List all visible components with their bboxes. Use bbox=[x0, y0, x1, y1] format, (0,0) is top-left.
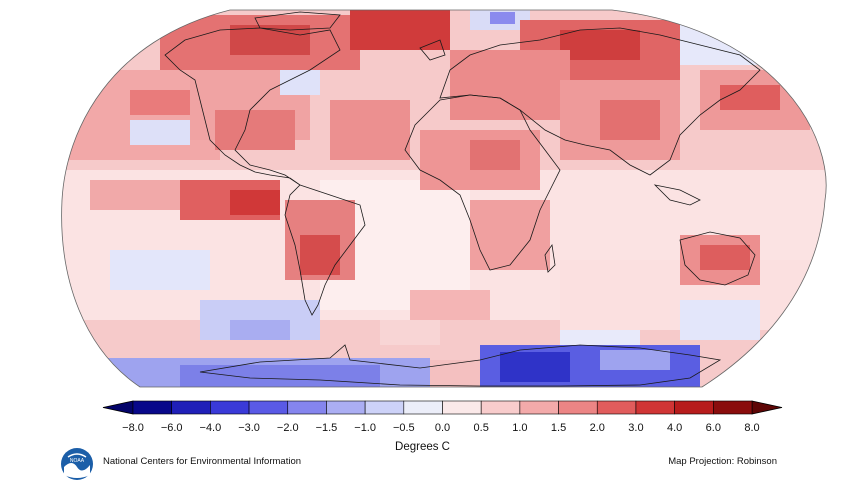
globe-outline bbox=[61, 9, 827, 388]
colorbar-arrow-high bbox=[751, 400, 783, 415]
colorbar-tick-label: −0.5 bbox=[392, 422, 415, 434]
credit-text: National Centers for Environmental Infor… bbox=[103, 456, 302, 467]
colorbar-tick-label: −4.0 bbox=[199, 422, 222, 434]
colorbar-swatch bbox=[248, 400, 289, 415]
colorbar-swatch bbox=[171, 400, 211, 415]
colorbar-tick-label: 4.0 bbox=[666, 422, 683, 434]
colorbar-tick-label: −8.0 bbox=[122, 422, 144, 434]
colorbar-tick-label: 3.0 bbox=[628, 422, 644, 434]
colorbar-tick-label: 0.0 bbox=[434, 422, 451, 434]
colorbar-tick-label: 6.0 bbox=[705, 422, 721, 434]
colorbar-swatch bbox=[287, 400, 327, 415]
colorbar-swatch bbox=[635, 400, 675, 415]
colorbar-tick-label: −3.0 bbox=[238, 422, 260, 434]
colorbar-tick-label: 1.0 bbox=[512, 422, 528, 434]
colorbar-swatch bbox=[519, 400, 559, 415]
colorbar-swatch bbox=[364, 400, 405, 415]
colorbar bbox=[102, 400, 783, 415]
colorbar-tick-label: −1.0 bbox=[354, 422, 376, 434]
colorbar-tick-label: −1.5 bbox=[315, 422, 338, 434]
colorbar-tick-label: −2.0 bbox=[276, 422, 299, 434]
colorbar-swatch bbox=[480, 400, 521, 415]
colorbar-swatch bbox=[326, 400, 366, 415]
colorbar-swatch bbox=[210, 400, 250, 415]
colorbar-tick-label: 8.0 bbox=[744, 422, 760, 434]
colorbar-arrow-low bbox=[102, 400, 134, 415]
colorbar-swatch bbox=[558, 400, 598, 415]
colorbar-tick-label: 0.5 bbox=[473, 422, 489, 434]
colorbar-swatch bbox=[132, 400, 172, 415]
colorbar-tick-label: 1.5 bbox=[550, 422, 567, 434]
colorbar-swatch bbox=[596, 400, 637, 415]
colorbar-swatch bbox=[403, 400, 443, 415]
colorbar-tick-label: 2.0 bbox=[589, 422, 605, 434]
colorbar-swatch bbox=[713, 400, 753, 415]
noaa-logo-icon: NOAA bbox=[61, 448, 93, 480]
projection-text: Map Projection: Robinson bbox=[668, 456, 777, 467]
coastlines bbox=[164, 11, 761, 387]
unit-label: Degrees C bbox=[395, 441, 450, 453]
logo-text: NOAA bbox=[70, 458, 85, 464]
colorbar-swatch bbox=[442, 400, 482, 415]
colorbar-swatch bbox=[674, 400, 714, 415]
anomaly-field bbox=[61, 10, 827, 387]
colorbar-tick-label: −6.0 bbox=[160, 422, 183, 434]
